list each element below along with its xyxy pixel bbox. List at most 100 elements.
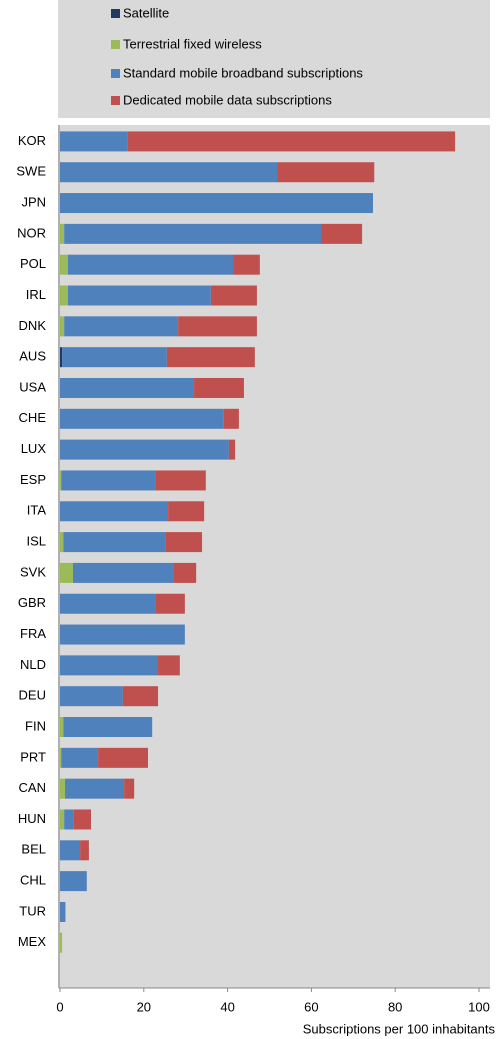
- bar-segment: [60, 439, 229, 460]
- bar-segment: [60, 223, 65, 244]
- y-tick-label: FIN: [25, 718, 46, 733]
- bar-segment: [60, 377, 195, 398]
- legend-label: Standard mobile broadband subscriptions: [123, 65, 363, 80]
- y-tick-label: FRA: [20, 626, 46, 641]
- bar-segment: [277, 162, 375, 183]
- legend-swatch: [111, 96, 120, 105]
- bar-segment: [60, 840, 81, 861]
- legend-label: Satellite: [123, 5, 169, 20]
- x-tick-label: 40: [220, 999, 234, 1014]
- bar-segment: [62, 347, 167, 368]
- legend-swatch: [111, 69, 120, 78]
- bar-segment: [63, 717, 153, 738]
- y-tick-label: NOR: [17, 225, 46, 240]
- bar-segment: [60, 901, 66, 922]
- y-tick-label: LUX: [21, 441, 47, 456]
- x-axis-label: Subscriptions per 100 inhabitants: [303, 1021, 496, 1036]
- bar-segment: [223, 408, 239, 429]
- bar-segment: [173, 562, 197, 583]
- bar-segment: [124, 778, 135, 799]
- bar-segment: [60, 809, 65, 830]
- y-tick-label: DEU: [19, 688, 46, 703]
- bar-segment: [60, 747, 62, 768]
- bar-segment: [64, 809, 74, 830]
- x-tick-label: 80: [388, 999, 402, 1014]
- bar-segment: [60, 408, 224, 429]
- bar-segment: [60, 871, 87, 892]
- y-tick-label: AUS: [19, 349, 46, 364]
- bar-segment: [64, 223, 322, 244]
- bar-segment: [60, 717, 64, 738]
- y-tick-label: ISL: [26, 534, 46, 549]
- bar-segment: [228, 439, 236, 460]
- bar-segment: [60, 285, 68, 306]
- bar-segment: [155, 470, 206, 491]
- y-tick-label: CAN: [19, 780, 46, 795]
- bar-segment: [60, 316, 65, 337]
- bar-segment: [158, 655, 180, 676]
- bar-segment: [127, 131, 456, 152]
- bar-segment: [63, 532, 166, 553]
- bar-segment: [60, 162, 278, 183]
- bar-segment: [60, 193, 373, 214]
- y-tick-label: CHE: [19, 410, 47, 425]
- legend-label: Dedicated mobile data subscriptions: [123, 92, 332, 107]
- y-tick-label: IRL: [26, 287, 46, 302]
- bar-segment: [122, 686, 159, 707]
- y-tick-label: HUN: [18, 811, 46, 826]
- bar-segment: [60, 655, 159, 676]
- bar-segment: [60, 686, 123, 707]
- bar-segment: [64, 316, 179, 337]
- y-tick-label: GBR: [18, 595, 46, 610]
- bar-segment: [60, 593, 156, 614]
- bar-segment: [166, 347, 255, 368]
- legend-swatch: [111, 9, 120, 18]
- x-tick-label: 20: [137, 999, 151, 1014]
- y-tick-label: SVK: [20, 564, 46, 579]
- bar-segment: [60, 470, 62, 491]
- y-tick-label: KOR: [18, 133, 46, 148]
- bar-segment: [65, 778, 125, 799]
- bar-segment: [210, 285, 257, 306]
- bar-segment: [60, 532, 64, 553]
- bar-segment: [60, 131, 128, 152]
- x-tick-label: 0: [56, 999, 63, 1014]
- bar-segment: [178, 316, 257, 337]
- bar-segment: [165, 532, 203, 553]
- bar-segment: [60, 254, 68, 275]
- bar-segment: [80, 840, 89, 861]
- y-tick-label: SWE: [16, 164, 46, 179]
- bar-segment: [60, 562, 73, 583]
- x-tick-label: 100: [468, 999, 490, 1014]
- bar-segment: [67, 254, 234, 275]
- y-tick-label: JPN: [21, 194, 46, 209]
- y-tick-label: ESP: [20, 472, 46, 487]
- bar-segment: [73, 809, 92, 830]
- bar-segment: [60, 932, 63, 953]
- y-tick-label: TUR: [19, 903, 46, 918]
- bar-segment: [60, 347, 63, 368]
- bar-segment: [60, 501, 169, 522]
- y-tick-label: NLD: [20, 657, 46, 672]
- legend-box: [58, 0, 490, 118]
- y-tick-label: PRT: [20, 749, 46, 764]
- x-tick-label: 60: [304, 999, 318, 1014]
- y-tick-label: ITA: [27, 503, 47, 518]
- bar-segment: [72, 562, 174, 583]
- y-tick-label: BEL: [21, 842, 46, 857]
- plot-area: [58, 125, 490, 988]
- bar-segment: [67, 285, 211, 306]
- bar-segment: [233, 254, 260, 275]
- y-tick-label: CHL: [20, 873, 46, 888]
- bar-segment: [60, 624, 185, 645]
- bar-segment: [321, 223, 363, 244]
- legend-label: Terrestrial fixed wireless: [123, 36, 262, 51]
- y-tick-label: POL: [20, 256, 46, 271]
- bar-segment: [60, 778, 66, 799]
- bar-segment: [155, 593, 185, 614]
- bar-segment: [194, 377, 244, 398]
- bar-segment: [98, 747, 148, 768]
- y-tick-label: DNK: [19, 318, 47, 333]
- bar-segment: [61, 470, 156, 491]
